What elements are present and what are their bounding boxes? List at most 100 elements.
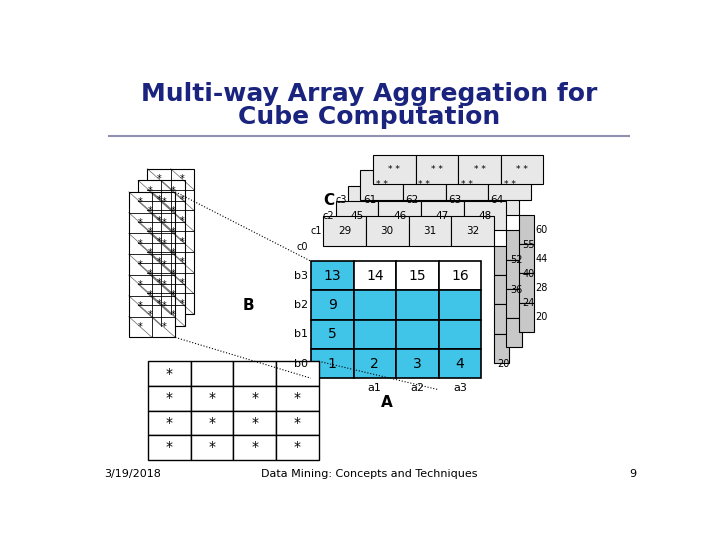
Text: *: * xyxy=(171,186,175,195)
Text: 45: 45 xyxy=(351,211,364,221)
Bar xyxy=(446,170,488,200)
Text: * *: * * xyxy=(474,165,485,174)
Text: 14: 14 xyxy=(366,269,384,283)
Bar xyxy=(276,410,319,435)
Bar xyxy=(494,304,509,334)
Text: 3/19/2018: 3/19/2018 xyxy=(104,469,161,480)
Text: *: * xyxy=(138,218,143,228)
Bar xyxy=(396,261,438,291)
Text: *: * xyxy=(161,197,166,207)
Text: *: * xyxy=(209,441,215,455)
Text: 15: 15 xyxy=(409,269,426,283)
Text: * *: * * xyxy=(431,165,443,174)
Text: *: * xyxy=(171,227,175,237)
Bar xyxy=(396,349,438,378)
Text: *: * xyxy=(180,299,184,309)
Text: *: * xyxy=(157,237,161,247)
Text: *: * xyxy=(166,391,173,405)
Text: *: * xyxy=(157,257,161,267)
Text: *: * xyxy=(161,218,166,228)
Bar xyxy=(138,180,184,326)
Text: *: * xyxy=(171,248,175,258)
Bar xyxy=(148,435,191,460)
Text: *: * xyxy=(294,441,301,455)
Bar xyxy=(366,217,408,246)
Text: c2: c2 xyxy=(323,211,334,221)
Bar xyxy=(233,435,276,460)
Text: 28: 28 xyxy=(536,283,548,293)
Bar xyxy=(191,386,233,410)
Text: 31: 31 xyxy=(423,226,436,236)
Text: *: * xyxy=(171,206,175,217)
Text: *: * xyxy=(180,237,184,247)
Bar xyxy=(311,261,354,291)
Text: c3: c3 xyxy=(335,195,346,205)
Text: 20: 20 xyxy=(536,312,548,322)
Text: *: * xyxy=(166,416,173,430)
Text: *: * xyxy=(138,239,143,249)
Text: C: C xyxy=(323,193,334,208)
Bar xyxy=(233,361,276,386)
Text: *: * xyxy=(294,416,301,430)
Text: *: * xyxy=(251,416,258,430)
Text: 24: 24 xyxy=(523,299,535,308)
Bar xyxy=(336,201,378,231)
Text: *: * xyxy=(148,289,152,300)
Bar xyxy=(408,217,451,246)
Bar xyxy=(518,303,534,332)
Text: *: * xyxy=(148,206,152,217)
Text: *: * xyxy=(157,278,161,288)
Text: *: * xyxy=(148,269,152,279)
Text: *: * xyxy=(209,416,215,430)
Text: 52: 52 xyxy=(510,255,523,265)
Text: * *: * * xyxy=(461,180,473,190)
Text: 1: 1 xyxy=(328,356,337,370)
Bar xyxy=(311,349,354,378)
Bar xyxy=(354,261,396,291)
Bar xyxy=(518,273,534,303)
Bar xyxy=(506,318,522,347)
Bar xyxy=(506,260,522,289)
Text: *: * xyxy=(180,195,184,205)
Bar xyxy=(233,386,276,410)
Bar xyxy=(438,349,482,378)
Text: * *: * * xyxy=(418,180,431,190)
Text: a2: a2 xyxy=(410,383,424,393)
Bar xyxy=(433,186,476,215)
Text: *: * xyxy=(157,299,161,309)
Text: c1: c1 xyxy=(310,226,322,236)
Text: Multi-way Array Aggregation for: Multi-way Array Aggregation for xyxy=(141,82,597,106)
Bar xyxy=(458,155,500,184)
Text: *: * xyxy=(138,301,143,311)
Text: 63: 63 xyxy=(448,195,462,205)
Text: *: * xyxy=(171,269,175,279)
Text: b0: b0 xyxy=(294,359,307,369)
Text: *: * xyxy=(157,215,161,226)
Text: b1: b1 xyxy=(294,329,307,339)
Text: a1: a1 xyxy=(368,383,382,393)
Text: 55: 55 xyxy=(523,240,535,250)
Bar xyxy=(311,291,354,320)
Text: *: * xyxy=(251,441,258,455)
Bar xyxy=(415,155,458,184)
Bar xyxy=(494,334,509,363)
Text: 16: 16 xyxy=(451,269,469,283)
Text: 13: 13 xyxy=(323,269,341,283)
Bar xyxy=(354,320,396,349)
Text: 32: 32 xyxy=(466,226,479,236)
Bar xyxy=(148,410,191,435)
Text: 40: 40 xyxy=(523,269,535,279)
Text: *: * xyxy=(161,260,166,269)
Text: 44: 44 xyxy=(536,254,548,264)
Bar xyxy=(438,320,482,349)
Text: 9: 9 xyxy=(328,298,337,312)
Text: *: * xyxy=(161,322,166,332)
Bar xyxy=(488,170,531,200)
Text: *: * xyxy=(251,391,258,405)
Bar xyxy=(391,186,433,215)
Bar xyxy=(438,261,482,291)
Text: *: * xyxy=(161,280,166,291)
Bar xyxy=(148,361,191,386)
Text: *: * xyxy=(161,301,166,311)
Bar xyxy=(438,291,482,320)
